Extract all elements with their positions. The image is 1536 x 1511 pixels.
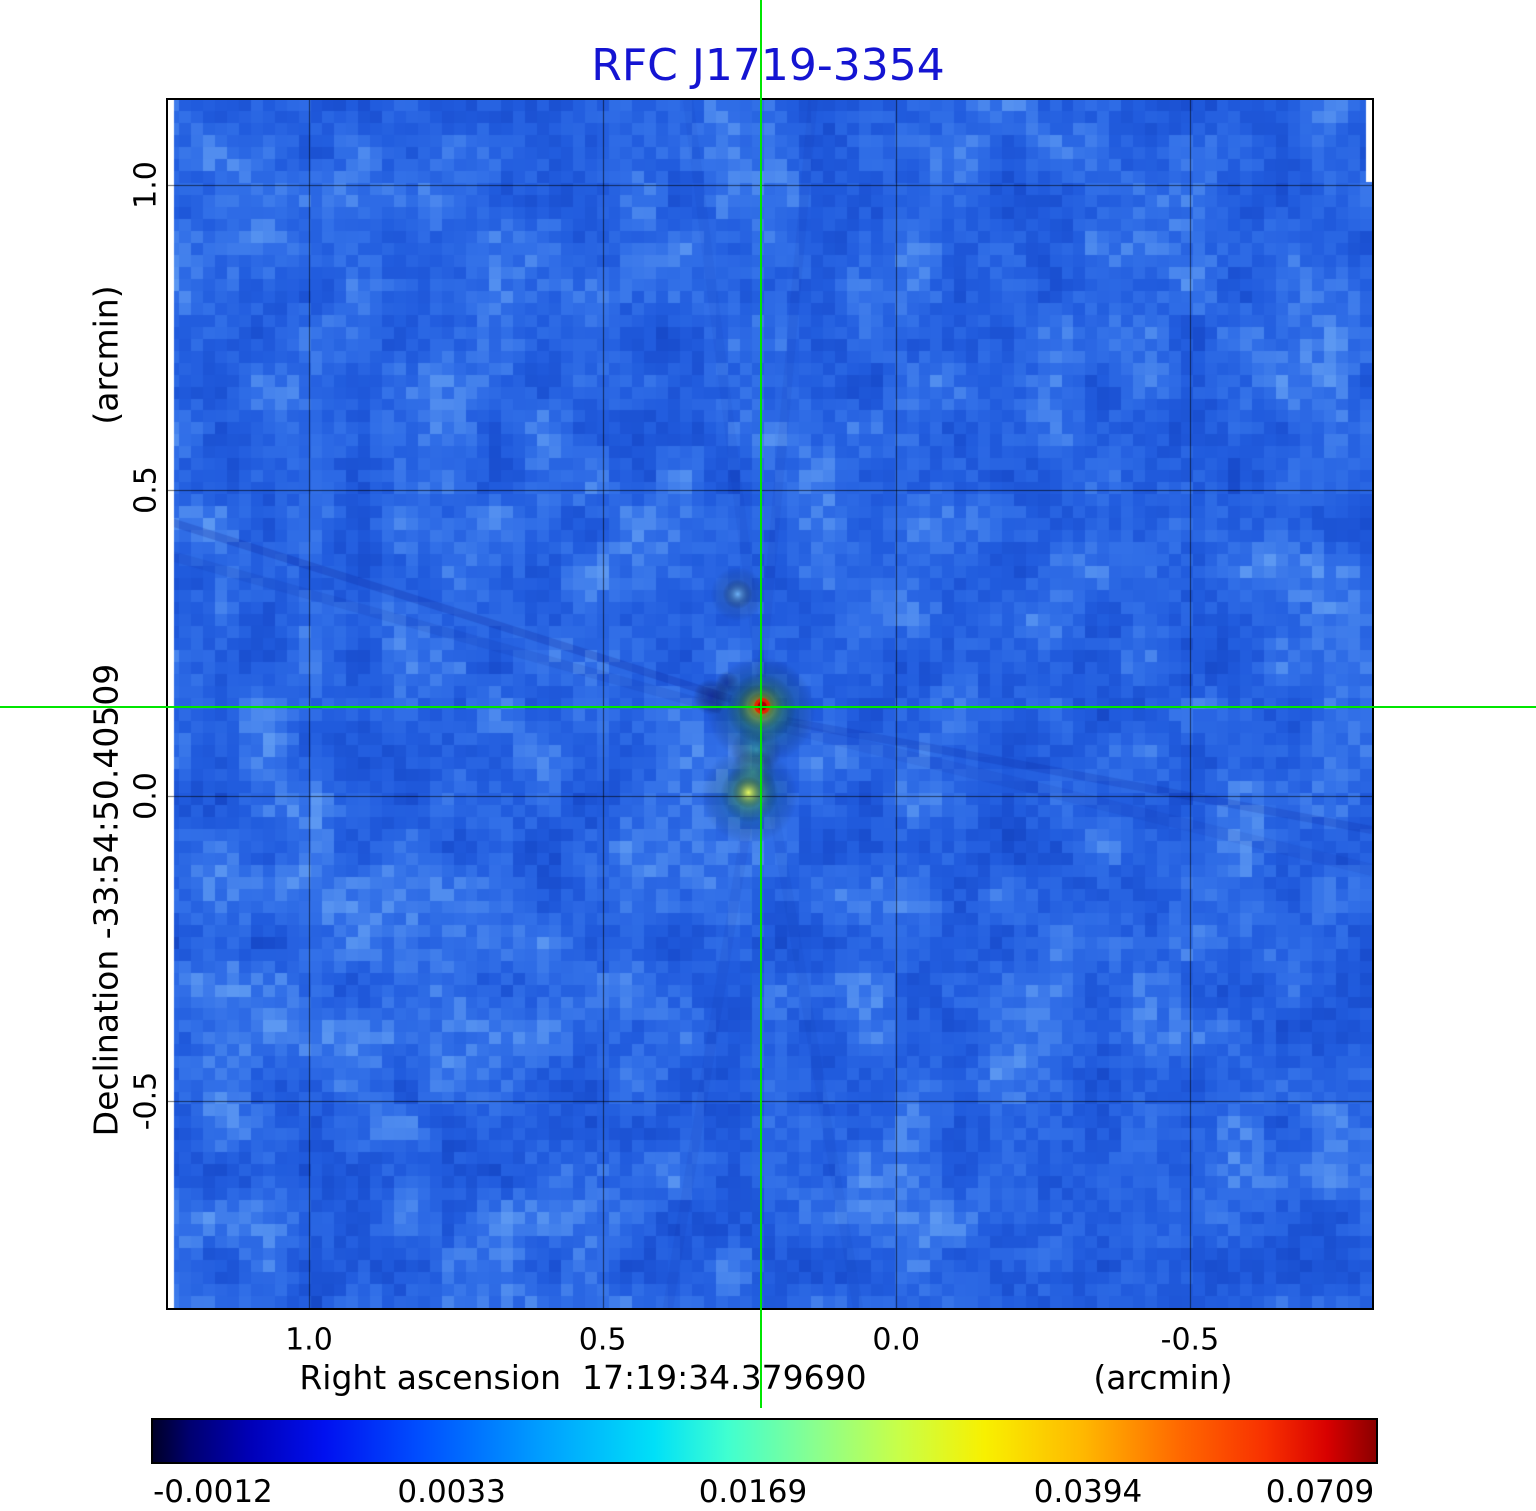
y-tick-label: 0.5 [128, 466, 164, 515]
plot-area [166, 98, 1374, 1310]
colorbar-tick-label: 0.0394 [1033, 1474, 1143, 1510]
crosshair-vertical-line [760, 0, 763, 1408]
x-axis-title: Right ascension 17:19:34.379690 [299, 1358, 867, 1397]
colorbar-tick-label: 0.0709 [1265, 1474, 1375, 1510]
x-axis-unit-label: (arcmin) [1093, 1358, 1233, 1397]
y-axis-title: Declination -33:54:50.40509 [86, 663, 126, 1137]
x-tick-label: -0.5 [1160, 1322, 1220, 1358]
heatmap-canvas [168, 100, 1372, 1308]
colorbar-tick-label: 0.0033 [397, 1474, 506, 1510]
y-axis-unit-label: (arcmin) [86, 285, 126, 425]
colorbar-tick-label: -0.0012 [153, 1474, 273, 1510]
y-tick-label: 1.0 [128, 161, 164, 210]
colorbar [151, 1418, 1378, 1464]
x-tick-label: 0.5 [578, 1322, 627, 1358]
y-tick-label: 0.0 [128, 771, 164, 820]
x-tick-label: 1.0 [285, 1322, 333, 1358]
x-tick-label: 0.0 [872, 1322, 921, 1358]
crosshair-horizontal-line [0, 706, 1536, 709]
figure-title: RFC J1719-3354 [591, 40, 945, 91]
y-tick-label: -0.5 [128, 1071, 164, 1130]
colorbar-tick-label: 0.0169 [698, 1474, 808, 1510]
